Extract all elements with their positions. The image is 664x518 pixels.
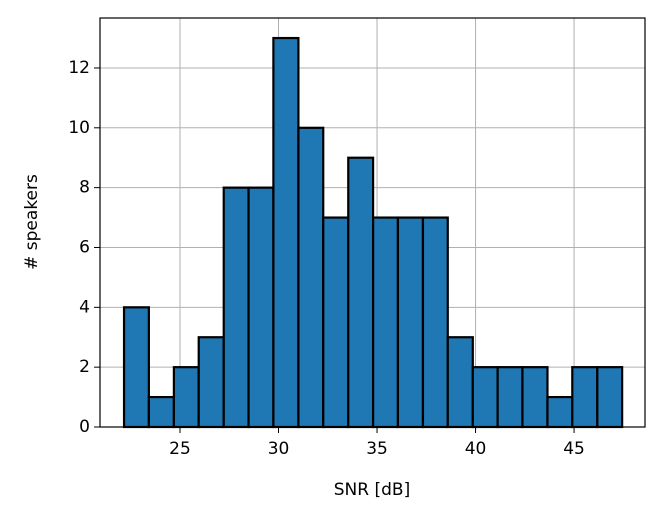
bar (197, 336, 225, 429)
bar (122, 306, 150, 429)
bar (147, 395, 175, 429)
bar (421, 216, 449, 429)
bar (297, 126, 325, 429)
bar (322, 216, 350, 429)
bar (347, 156, 375, 429)
y-axis-label: # speakers (22, 174, 42, 270)
bar (496, 366, 524, 429)
y-tick-label: 0 (79, 417, 90, 437)
x-tick-label: 25 (169, 439, 191, 459)
y-tick-label: 10 (68, 118, 90, 138)
bar (272, 36, 300, 429)
bar (446, 336, 474, 429)
y-tick-label: 4 (79, 297, 90, 317)
bar (396, 216, 425, 429)
bar (172, 366, 200, 429)
y-tick-label: 2 (79, 357, 90, 377)
bar (546, 395, 574, 429)
y-tick-label: 12 (68, 58, 90, 78)
bar (596, 366, 624, 429)
x-tick-label: 35 (366, 439, 388, 459)
x-axis-label: SNR [dB] (334, 480, 410, 500)
bar (571, 366, 599, 429)
plot-frame (99, 17, 646, 428)
y-tick-label: 8 (79, 178, 90, 198)
bar (222, 186, 250, 429)
bar (247, 186, 275, 429)
x-tick-label: 40 (465, 439, 487, 459)
x-tick-label: 45 (563, 439, 585, 459)
bar (371, 216, 400, 429)
bar (521, 366, 549, 429)
y-tick-label: 6 (79, 237, 90, 257)
x-tick-label: 30 (268, 439, 290, 459)
bar (471, 366, 499, 429)
